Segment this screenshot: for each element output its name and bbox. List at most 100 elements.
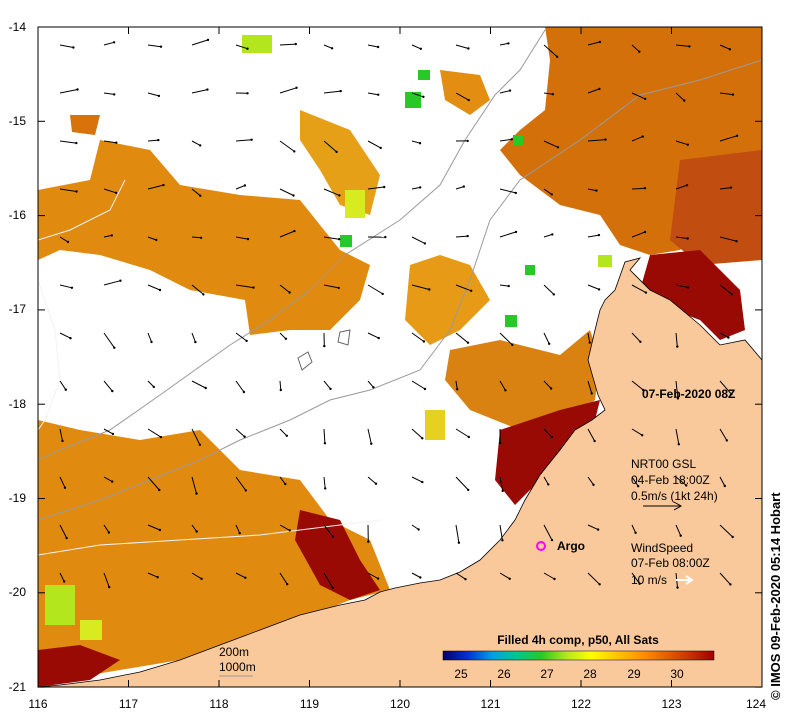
credit-label: IMOS 09-Feb-2020 05:14 Hobart [768, 492, 783, 687]
current-vector-arrow [323, 140, 337, 153]
current-vector-head [156, 576, 159, 579]
current-vector-head [75, 141, 78, 145]
current-vector-head [514, 230, 518, 234]
current-vector-arrow [235, 185, 246, 190]
date-label: 07-Feb-2020 08Z [642, 387, 735, 401]
current-vector-arrow [59, 89, 78, 94]
current-vector-arrow [103, 428, 114, 435]
current-vector-head [598, 40, 602, 44]
current-vector-head [111, 480, 114, 483]
current-vector-head [246, 92, 249, 95]
current-vector-arrow [191, 39, 209, 46]
current-vector-arrow [323, 284, 339, 289]
sst-patch-central [405, 255, 490, 345]
current-vectors [59, 38, 739, 590]
current-vector-head [597, 233, 601, 237]
current-vector-arrow [499, 476, 504, 491]
cool-patch [340, 235, 352, 247]
current-vector-arrow [543, 140, 559, 148]
current-vector-arrow [675, 332, 678, 347]
sst-patch-mid-north [300, 110, 380, 215]
current-vector-head [159, 45, 163, 48]
current-vector-head [245, 339, 248, 343]
current-vector-arrow [499, 380, 506, 391]
current-vector-arrow [587, 188, 597, 192]
current-vector-head [329, 387, 332, 391]
current-vector-head [284, 337, 288, 340]
current-vector-arrow [235, 44, 248, 50]
current-vector-head [511, 343, 514, 346]
current-vector-head [76, 88, 79, 91]
current-legend-line2: 04-Feb 18:00Z [631, 473, 710, 487]
current-vector-head [331, 586, 335, 590]
current-vector-head [279, 388, 282, 392]
current-vector-arrow [455, 332, 469, 344]
current-vector-head [115, 141, 118, 144]
current-vector-head [679, 534, 682, 537]
current-vector-arrow [367, 92, 379, 96]
current-vector-arrow [191, 284, 204, 295]
current-vector-head [288, 529, 291, 532]
current-vector-head [383, 185, 386, 189]
current-vector-head [376, 577, 380, 580]
current-vector-head [335, 150, 338, 154]
argo-label: Argo [557, 539, 585, 553]
current-vector-head [194, 340, 197, 344]
current-vector-arrow [587, 524, 599, 531]
current-vector-head [377, 93, 380, 96]
cool-patches [45, 35, 612, 640]
copyright-icon: © [768, 690, 783, 700]
current-vector-head [467, 47, 470, 50]
lon-tick-label: 122 [571, 697, 591, 711]
current-legend: NRT00 GSL 04-Feb 18:00Z 0.5m/s (1kt 24h) [631, 457, 718, 511]
current-vector-head [384, 235, 387, 239]
current-vector-arrow [147, 428, 162, 438]
current-vector-head [423, 242, 427, 245]
current-vector-arrow [367, 476, 377, 485]
lat-tick-label: -16 [9, 208, 27, 222]
current-vector-head [499, 441, 502, 445]
current-vector-arrow [59, 284, 73, 289]
current-vector-arrow [59, 236, 69, 243]
current-vector-head [501, 489, 504, 493]
current-vector-arrow [191, 572, 202, 580]
current-vector-arrow [719, 476, 726, 487]
current-vector-head [338, 238, 341, 241]
argo-marker: Argo [536, 539, 585, 553]
current-vector-arrow [147, 139, 159, 142]
current-vector-arrow [279, 524, 290, 531]
current-vector-head [596, 528, 600, 531]
current-vector-arrow [411, 572, 421, 578]
current-vector-head [374, 482, 378, 485]
current-vector-arrow [103, 140, 117, 144]
current-vector-head [376, 45, 380, 49]
current-vector-arrow [323, 380, 331, 390]
current-vector-arrow [279, 332, 287, 340]
current-vector-head [162, 183, 165, 187]
current-vector-arrow [543, 284, 555, 295]
current-vector-head [65, 536, 68, 540]
current-vector-arrow [675, 44, 690, 47]
current-vector-arrow [675, 524, 682, 536]
current-vector-arrow [323, 476, 326, 489]
current-vector-arrow [411, 44, 421, 50]
contour-legend-200m: 200m [219, 645, 249, 659]
current-vector-arrow [631, 284, 647, 294]
current-vector-head [676, 397, 680, 400]
current-vector-arrow [675, 184, 688, 190]
cool-patch [80, 620, 102, 640]
current-vector-head [501, 539, 504, 542]
current-vector-arrow [631, 380, 644, 391]
current-vector-arrow [675, 476, 687, 486]
current-vector-head [113, 346, 116, 349]
current-vector-head [641, 135, 644, 138]
sst-patch-northeast-inner [670, 150, 762, 265]
current-vector-arrow [147, 476, 160, 491]
lon-tick-label: 118 [209, 697, 228, 711]
current-vector-head [323, 344, 326, 348]
current-vector-head [687, 286, 690, 289]
current-vector-arrow [719, 284, 733, 295]
current-vector-head [157, 138, 160, 142]
current-vector-arrow [103, 92, 115, 95]
